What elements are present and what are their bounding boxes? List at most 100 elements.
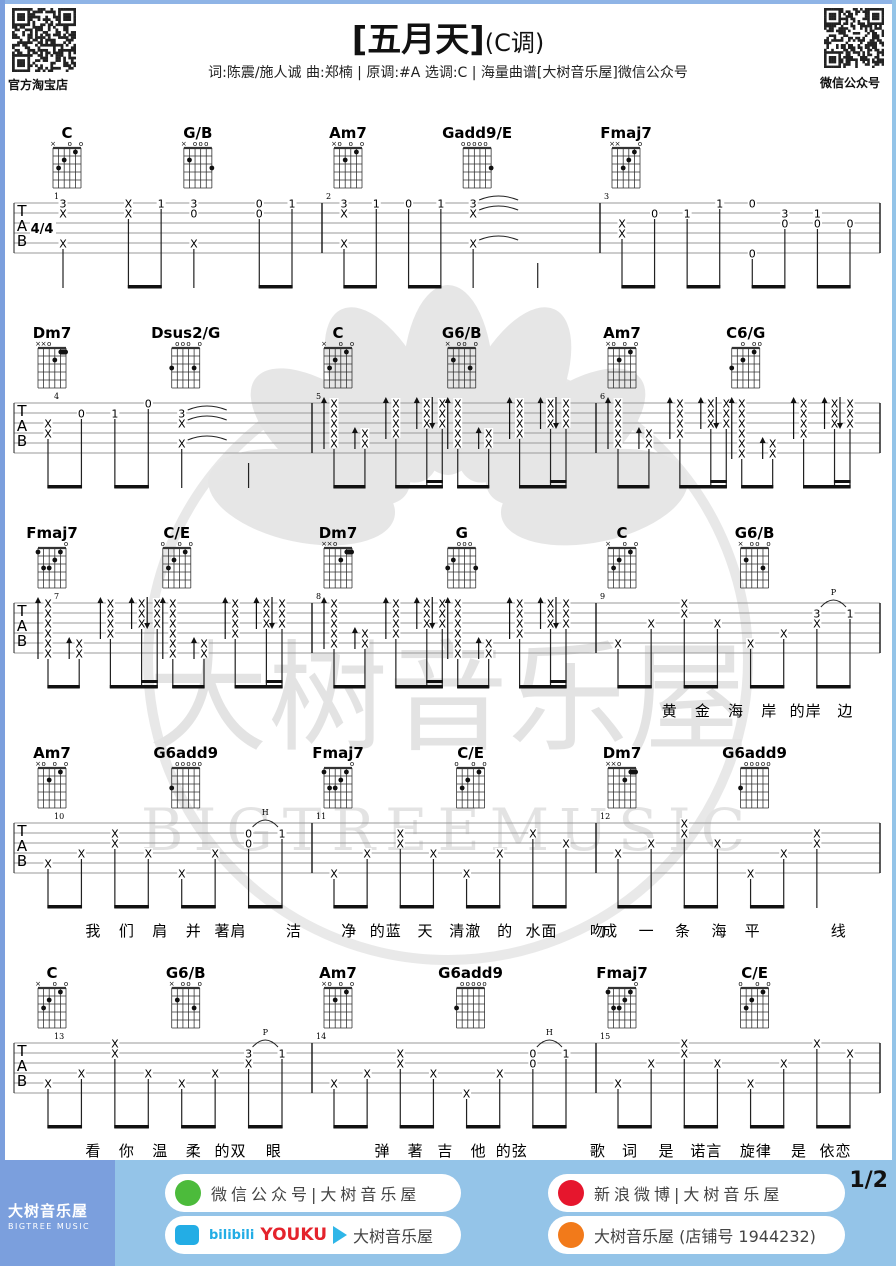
qr-module [29,28,33,32]
taobao-qr-code[interactable] [12,8,76,72]
taobao-icon [558,1222,584,1248]
qr-module [876,22,880,25]
lyric-syllable: 他 [471,1142,487,1160]
chord-name: G6add9 [153,744,218,762]
chord-name: Dm7 [603,744,642,762]
qr-module [19,13,23,16]
qr-module [860,8,863,11]
qr-module [45,43,49,47]
qr-module [824,17,827,21]
tab-note: X [153,598,161,611]
qr-module [843,12,846,16]
strum-up-arrow-icon [191,637,197,643]
taobao-link[interactable]: 大树音乐屋 (店铺号 1944232) [548,1216,845,1254]
note-bg [845,408,855,418]
tab-note: X [707,418,715,431]
chord-name: Am7 [319,964,357,982]
qr-module [867,12,870,16]
qr-module [63,18,66,21]
wechat-qr-code[interactable] [824,8,884,68]
qr-module [19,54,23,57]
strum-up-arrow-icon [728,397,735,403]
video-links[interactable]: bilibili YOUKU 大树音乐屋 [165,1216,461,1254]
note-bg [546,598,556,608]
note-bg [395,1058,405,1068]
open-string-marker: o [175,340,179,348]
note-bg [561,618,571,628]
open-string-marker: o [350,760,354,768]
chord-name: Gadd9/E [442,124,512,142]
qr-module [73,48,76,52]
tab-note: 3 [470,198,477,211]
qr-module [852,32,856,35]
qr-module [874,32,877,35]
qr-module [65,28,69,32]
lyric-syllable: 著 [408,1142,424,1160]
qr-module [19,59,23,62]
strum-up-arrow-icon [35,597,41,603]
tab-note: 0 [529,1058,536,1071]
tab-note: X [800,428,808,441]
strum-up-arrow-icon [413,597,420,603]
qr-module [29,13,33,16]
tab-clef-letter: B [17,1072,27,1090]
qr-module [874,24,877,28]
qr-module [864,56,868,59]
qr-module [32,25,36,29]
open-string-marker: o [462,340,466,348]
qr-module [68,64,72,68]
note-bg [428,848,438,858]
qr-module [833,51,837,54]
chord-name: C [61,124,72,142]
qr-module [833,58,837,61]
note-bg [675,408,685,418]
chord-name: Fmaj7 [600,124,652,142]
wechat-link[interactable]: 微信公众号|大树音乐屋 [165,1174,461,1212]
note-bg [715,198,725,208]
qr-module [22,41,25,45]
qr-module [872,29,875,33]
muted-string-marker: × [321,340,327,348]
note-bg [58,198,68,208]
note-bg [462,868,472,878]
open-string-marker: o [634,980,638,988]
strum-down-arrow-icon [553,623,559,629]
finger-dot [628,349,633,355]
open-string-marker: o [752,340,756,348]
open-string-marker: o [198,980,202,988]
qr-module [843,29,846,33]
qr-module [876,27,880,30]
open-string-marker: o [350,980,354,988]
qr-module [879,58,882,61]
qr-module [864,8,868,11]
beam [47,685,80,689]
note-bg [177,868,187,878]
finger-dot [344,989,349,995]
qr-module [838,20,841,23]
weibo-link[interactable]: 新浪微博|大树音乐屋 [548,1174,845,1212]
tab-note: X [769,448,777,461]
note-bg [391,628,401,638]
hammer-on-label: H [262,808,269,817]
note-bg [43,628,53,638]
qr-module [40,41,43,45]
lyric-syllable: 岸 [761,702,777,720]
qr-module [831,8,834,11]
tab-note: X [645,438,653,451]
qr-module [27,15,31,19]
note-bg [644,428,654,438]
qr-module [860,46,863,49]
qr-module [874,34,877,37]
qr-module [838,10,841,13]
pull-off-label: P [263,1028,269,1037]
qr-module [855,12,858,16]
chord-name: G6add9 [438,964,503,982]
qr-module [37,66,41,70]
strum-up-arrow-icon [66,637,73,643]
qr-module [17,48,20,52]
tab-note: X [846,408,854,421]
qr-module [852,48,856,52]
qr-module [68,66,72,70]
qr-module [19,61,23,65]
